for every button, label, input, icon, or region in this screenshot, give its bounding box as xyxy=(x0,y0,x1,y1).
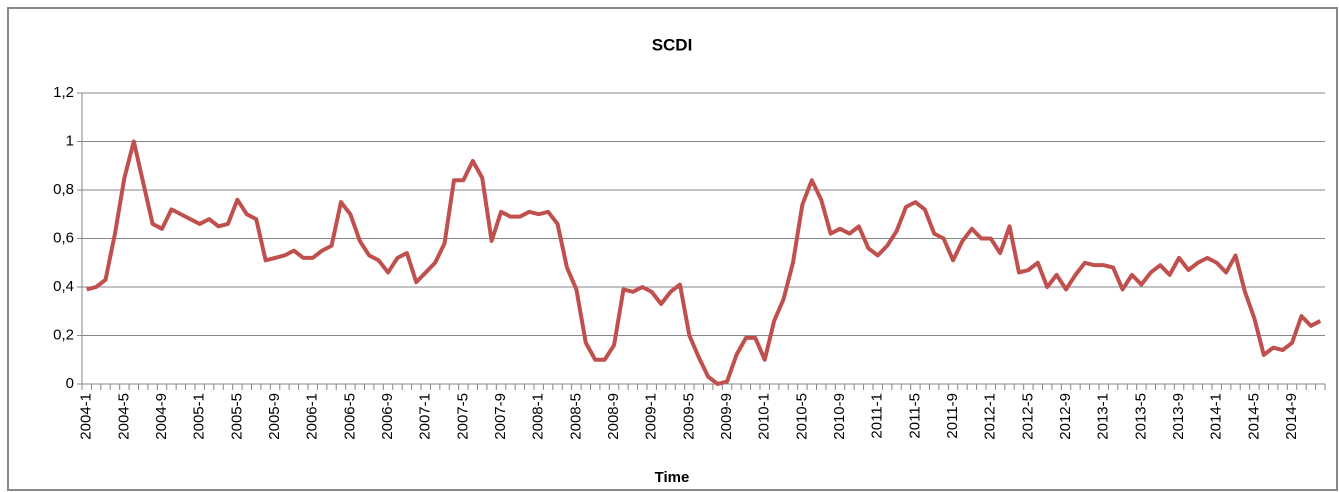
data-line xyxy=(86,139,1322,386)
x-tick-label: 2008-1 xyxy=(530,393,547,440)
x-axis-title: Time xyxy=(655,469,690,486)
y-tick-label: 0,6 xyxy=(53,229,74,246)
x-tick-label: 2009-9 xyxy=(718,393,735,440)
x-tick-label: 2006-9 xyxy=(379,393,396,440)
x-tick-label: 2011-5 xyxy=(906,393,923,439)
x-tick-label: 2007-1 xyxy=(417,393,434,440)
y-tick-label: 1 xyxy=(66,132,74,149)
x-tick-label: 2014-1 xyxy=(1208,393,1225,440)
x-tick-label: 2013-5 xyxy=(1132,393,1149,440)
x-tick-label: 2011-1 xyxy=(869,393,886,439)
x-tick-label: 2004-1 xyxy=(78,393,95,440)
y-tick-label: 0,2 xyxy=(53,326,74,343)
y-tick-label: 0 xyxy=(66,375,74,392)
x-tick-label: 2014-9 xyxy=(1283,393,1300,440)
x-tick-label: 2007-9 xyxy=(492,393,509,440)
x-tick-label: 2013-9 xyxy=(1170,393,1187,440)
x-tick-label: 2011-9 xyxy=(944,393,961,439)
chart-title: SCDI xyxy=(652,35,693,54)
x-tick-label: 2006-5 xyxy=(341,393,358,440)
x-tick-label: 2013-1 xyxy=(1095,393,1112,440)
x-tick-label: 2012-9 xyxy=(1057,393,1074,440)
x-tick-label: 2008-5 xyxy=(567,393,584,440)
y-tick-label: 1,2 xyxy=(53,84,74,101)
x-tick-label: 2008-9 xyxy=(605,393,622,440)
x-tick-label: 2009-1 xyxy=(643,393,660,440)
x-tick-label: 2012-1 xyxy=(982,393,999,440)
chart-frame xyxy=(7,7,1338,491)
y-tick-label: 0,8 xyxy=(53,181,74,198)
x-tick-label: 2004-5 xyxy=(115,393,132,440)
x-tick-label: 2012-5 xyxy=(1019,393,1036,440)
x-tick-label: 2009-5 xyxy=(680,393,697,440)
x-tick-label: 2010-5 xyxy=(793,393,810,440)
x-tick-label: 2005-1 xyxy=(191,393,208,440)
x-tick-label: 2005-9 xyxy=(266,393,283,440)
x-tick-label: 2010-1 xyxy=(756,393,773,440)
x-tick-label: 2014-5 xyxy=(1245,393,1262,440)
x-tick-label: 2004-9 xyxy=(153,393,170,440)
x-tick-label: 2005-5 xyxy=(228,393,245,440)
x-tick-label: 2007-5 xyxy=(454,393,471,440)
x-tick-label: 2006-1 xyxy=(304,393,321,440)
x-tick-label: 2010-9 xyxy=(831,393,848,440)
y-tick-label: 0,4 xyxy=(53,278,74,295)
